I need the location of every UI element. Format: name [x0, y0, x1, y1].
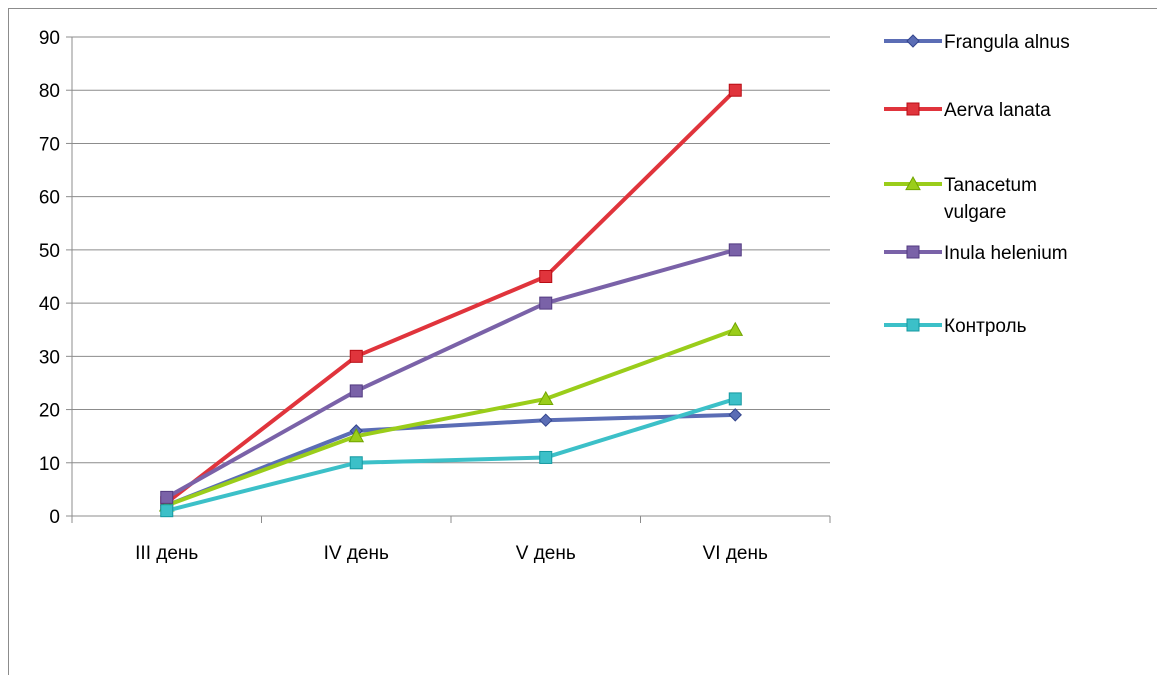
data-point — [348, 428, 365, 443]
data-point — [728, 83, 742, 97]
series-lines — [158, 83, 744, 518]
axes: 0 10 20 30 40 50 60 70 80 90 III день IV день V день… — [39, 28, 831, 564]
x-tick-label: III день — [135, 543, 198, 564]
data-point — [728, 408, 742, 422]
legend-label: Контроль — [944, 316, 1027, 337]
chart-frame — [8, 8, 1157, 675]
x-tick-label: VI день — [703, 543, 768, 564]
y-tick-label: 30 — [39, 347, 60, 368]
y-tick-label: 0 — [49, 507, 60, 528]
data-point — [539, 296, 553, 310]
y-tick-label: 40 — [39, 294, 60, 315]
y-tick-label: 90 — [39, 28, 60, 49]
y-tick-label: 60 — [39, 188, 60, 209]
data-point — [728, 243, 742, 257]
x-tick-label: V день — [516, 543, 576, 564]
legend-entry: Aerva lanata — [884, 100, 1051, 121]
legend-entry: Frangula alnus — [884, 32, 1070, 53]
legend-label: Tanacetum vulgare — [944, 175, 1037, 223]
data-point — [539, 270, 553, 283]
data-point — [728, 392, 742, 406]
x-tick-label: IV день — [324, 543, 389, 564]
data-point — [539, 450, 553, 464]
data-point — [537, 390, 554, 406]
legend-marker — [906, 245, 920, 259]
legend-entry: Tanacetum vulgare — [884, 175, 1037, 223]
series-line — [164, 396, 738, 513]
series-line — [164, 412, 738, 508]
legend-marker — [906, 318, 920, 332]
legend-marker — [905, 175, 921, 191]
series-line — [164, 247, 738, 500]
y-tick-label: 10 — [39, 454, 60, 475]
gridlines — [72, 36, 830, 464]
y-tick-label: 80 — [39, 81, 60, 102]
y-tick-label: 20 — [39, 401, 60, 422]
series-line — [164, 88, 738, 505]
data-point — [349, 349, 363, 363]
series-1 — [160, 83, 742, 510]
y-tick-label: 70 — [39, 134, 60, 155]
y-tick-label: 50 — [39, 241, 60, 262]
series-4 — [160, 392, 742, 518]
series-line — [164, 327, 738, 508]
data-point — [349, 456, 363, 470]
series-3 — [160, 243, 742, 504]
legend-marker — [906, 102, 920, 116]
legend-label: Frangula alnus — [944, 32, 1070, 53]
legend-marker — [906, 34, 920, 48]
data-point — [349, 384, 363, 398]
data-point — [160, 490, 174, 504]
data-point — [727, 321, 744, 336]
legend-entry: Контроль — [884, 316, 1027, 337]
legend-label: Inula helenium — [944, 243, 1068, 264]
data-point — [539, 413, 553, 427]
legend: Frangula alnus Aerva lanata Tanacetum vulga… — [884, 32, 1070, 337]
legend-label: Aerva lanata — [944, 100, 1051, 121]
data-point — [160, 504, 174, 518]
legend-entry: Inula helenium — [884, 243, 1068, 264]
